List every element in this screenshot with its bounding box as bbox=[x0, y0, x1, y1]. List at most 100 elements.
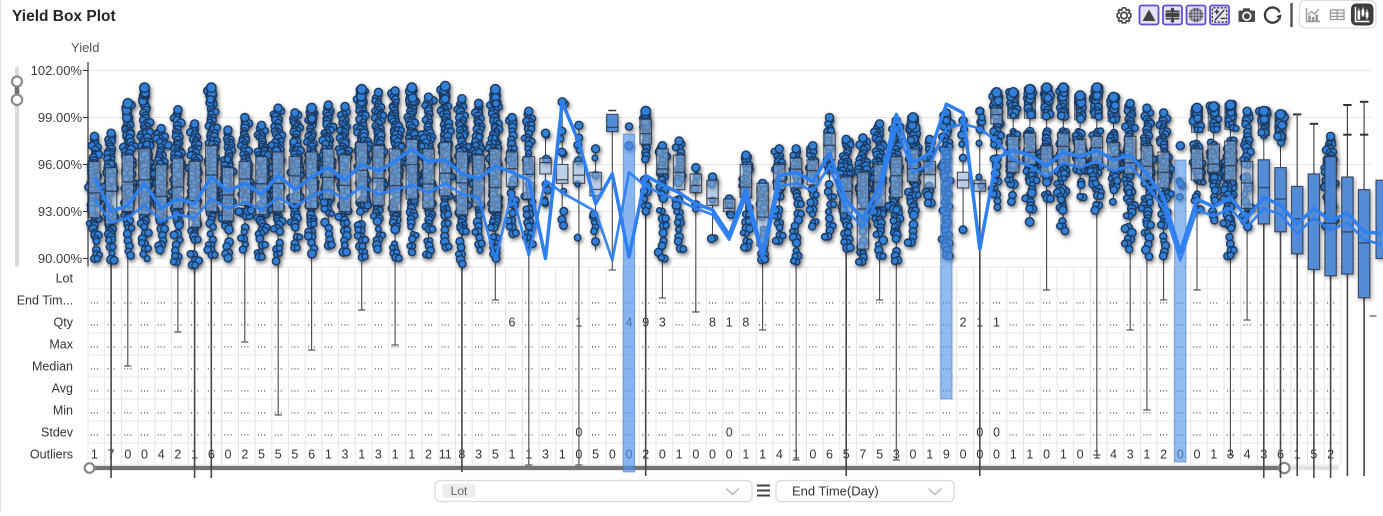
svg-text:...: ... bbox=[858, 405, 867, 417]
svg-text:93.00%: 93.00% bbox=[38, 204, 83, 219]
svg-text:...: ... bbox=[340, 427, 349, 439]
svg-text:...: ... bbox=[357, 339, 366, 351]
svg-text:...: ... bbox=[608, 339, 617, 351]
svg-text:...: ... bbox=[1009, 361, 1018, 373]
svg-text:Yield: Yield bbox=[71, 40, 99, 55]
svg-text:3: 3 bbox=[342, 448, 349, 462]
svg-text:...: ... bbox=[875, 339, 884, 351]
svg-text:8: 8 bbox=[709, 316, 716, 330]
svg-text:...: ... bbox=[491, 427, 500, 439]
svg-text:...: ... bbox=[875, 383, 884, 395]
svg-text:...: ... bbox=[290, 383, 299, 395]
svg-text:4: 4 bbox=[1110, 448, 1117, 462]
svg-text:...: ... bbox=[1009, 427, 1018, 439]
svg-text:...: ... bbox=[324, 405, 333, 417]
svg-text:...: ... bbox=[1025, 427, 1034, 439]
svg-text:...: ... bbox=[340, 295, 349, 307]
svg-text:0: 0 bbox=[960, 448, 967, 462]
svg-text:...: ... bbox=[558, 427, 567, 439]
svg-text:...: ... bbox=[223, 339, 232, 351]
svg-text:8: 8 bbox=[742, 316, 749, 330]
svg-text:3: 3 bbox=[659, 316, 666, 330]
svg-text:...: ... bbox=[1192, 361, 1201, 373]
svg-text:...: ... bbox=[942, 427, 951, 439]
svg-text:...: ... bbox=[507, 361, 516, 373]
svg-text:...: ... bbox=[157, 405, 166, 417]
svg-text:...: ... bbox=[825, 339, 834, 351]
svg-text:...: ... bbox=[491, 317, 500, 329]
svg-text:5: 5 bbox=[876, 448, 883, 462]
svg-text:...: ... bbox=[1192, 339, 1201, 351]
svg-text:...: ... bbox=[1192, 295, 1201, 307]
svg-text:...: ... bbox=[775, 339, 784, 351]
svg-text:...: ... bbox=[1109, 317, 1118, 329]
svg-text:...: ... bbox=[875, 317, 884, 329]
svg-text:...: ... bbox=[658, 427, 667, 439]
svg-text:...: ... bbox=[758, 427, 767, 439]
svg-text:...: ... bbox=[441, 361, 450, 373]
svg-text:...: ... bbox=[925, 339, 934, 351]
svg-text:...: ... bbox=[808, 317, 817, 329]
svg-text:...: ... bbox=[357, 427, 366, 439]
svg-text:...: ... bbox=[658, 339, 667, 351]
svg-text:...: ... bbox=[1059, 405, 1068, 417]
svg-text:...: ... bbox=[825, 295, 834, 307]
svg-text:...: ... bbox=[558, 339, 567, 351]
svg-text:...: ... bbox=[1243, 405, 1252, 417]
svg-text:...: ... bbox=[290, 295, 299, 307]
svg-text:3: 3 bbox=[375, 448, 382, 462]
svg-text:...: ... bbox=[691, 405, 700, 417]
svg-text:...: ... bbox=[541, 427, 550, 439]
svg-text:...: ... bbox=[1126, 383, 1135, 395]
svg-text:...: ... bbox=[441, 295, 450, 307]
svg-text:1: 1 bbox=[1143, 448, 1150, 462]
svg-text:...: ... bbox=[173, 427, 182, 439]
svg-text:...: ... bbox=[675, 405, 684, 417]
svg-text:...: ... bbox=[758, 383, 767, 395]
svg-text:...: ... bbox=[708, 361, 717, 373]
svg-text:...: ... bbox=[1076, 295, 1085, 307]
svg-text:...: ... bbox=[808, 427, 817, 439]
svg-text:...: ... bbox=[959, 361, 968, 373]
svg-text:1: 1 bbox=[408, 448, 415, 462]
svg-text:...: ... bbox=[1025, 339, 1034, 351]
svg-text:...: ... bbox=[324, 339, 333, 351]
svg-text:...: ... bbox=[374, 339, 383, 351]
svg-text:...: ... bbox=[825, 317, 834, 329]
svg-text:...: ... bbox=[1076, 361, 1085, 373]
svg-text:1: 1 bbox=[325, 448, 332, 462]
svg-text:...: ... bbox=[507, 339, 516, 351]
svg-text:...: ... bbox=[1025, 383, 1034, 395]
svg-text:0: 0 bbox=[609, 448, 616, 462]
svg-text:...: ... bbox=[825, 405, 834, 417]
svg-text:...: ... bbox=[925, 427, 934, 439]
svg-text:...: ... bbox=[675, 317, 684, 329]
svg-text:Median: Median bbox=[32, 360, 73, 374]
svg-text:...: ... bbox=[424, 361, 433, 373]
svg-text:...: ... bbox=[491, 405, 500, 417]
svg-text:...: ... bbox=[357, 405, 366, 417]
svg-text:...: ... bbox=[140, 405, 149, 417]
svg-text:...: ... bbox=[1126, 361, 1135, 373]
svg-text:...: ... bbox=[992, 295, 1001, 307]
svg-text:...: ... bbox=[407, 295, 416, 307]
svg-text:...: ... bbox=[140, 361, 149, 373]
svg-text:...: ... bbox=[591, 361, 600, 373]
svg-text:...: ... bbox=[775, 405, 784, 417]
svg-text:...: ... bbox=[1042, 405, 1051, 417]
svg-text:0: 0 bbox=[659, 448, 666, 462]
svg-text:...: ... bbox=[474, 383, 483, 395]
svg-text:1: 1 bbox=[759, 448, 766, 462]
svg-text:...: ... bbox=[257, 339, 266, 351]
svg-text:...: ... bbox=[391, 427, 400, 439]
svg-text:...: ... bbox=[591, 405, 600, 417]
svg-text:...: ... bbox=[407, 427, 416, 439]
svg-text:...: ... bbox=[858, 361, 867, 373]
svg-text:...: ... bbox=[1009, 295, 1018, 307]
svg-text:...: ... bbox=[424, 427, 433, 439]
svg-text:6: 6 bbox=[509, 316, 516, 330]
svg-text:...: ... bbox=[808, 405, 817, 417]
svg-text:...: ... bbox=[1025, 361, 1034, 373]
svg-text:...: ... bbox=[290, 361, 299, 373]
svg-text:...: ... bbox=[908, 317, 917, 329]
